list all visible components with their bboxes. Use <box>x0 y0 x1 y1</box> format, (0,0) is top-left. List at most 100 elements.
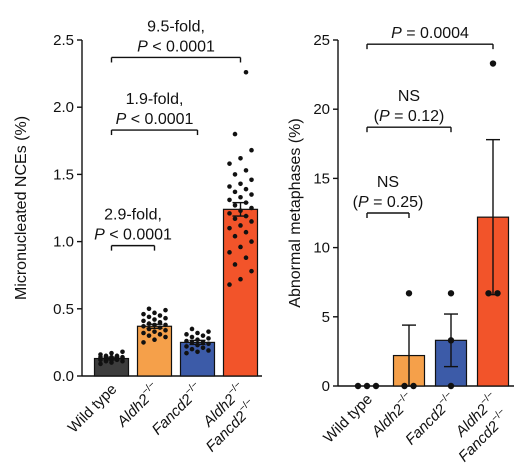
data-point <box>146 326 152 332</box>
comparison-label-line1: 1.9-fold, <box>126 91 184 108</box>
comparison-label-line2: (P = 0.25) <box>353 194 424 211</box>
data-point <box>146 333 152 338</box>
data-point <box>232 203 238 208</box>
data-point <box>489 60 497 67</box>
data-point <box>152 329 157 334</box>
data-point <box>232 189 238 195</box>
data-point <box>200 345 206 351</box>
data-point <box>243 255 249 261</box>
comparison-p-value: < 0.0001 <box>105 227 172 244</box>
bar <box>476 216 510 387</box>
category-name: Wild type <box>65 381 121 437</box>
data-point <box>189 334 195 340</box>
data-point <box>405 290 413 297</box>
data-point <box>227 197 232 203</box>
data-point <box>238 181 243 187</box>
data-point <box>232 216 238 222</box>
data-point <box>157 332 163 337</box>
comparison-p-symbol: P <box>379 108 390 125</box>
data-point <box>206 336 211 341</box>
data-point <box>195 349 200 355</box>
comparison-label-line1: 9.5-fold, <box>147 18 205 35</box>
data-point <box>232 131 238 137</box>
data-point <box>152 317 157 322</box>
data-point <box>243 186 249 192</box>
comparison-p-value: = 0.25) <box>369 194 424 211</box>
data-point <box>157 325 163 330</box>
data-point <box>195 342 200 348</box>
data-point <box>195 330 200 336</box>
comparison-paren: ( <box>374 108 380 125</box>
comparison-label-line1: NS <box>398 88 420 105</box>
data-point <box>184 338 189 344</box>
comparison-p-value: = 0.12) <box>390 108 445 125</box>
y-tick-label: 0.5 <box>53 301 74 318</box>
data-point <box>249 177 254 183</box>
data-point <box>184 350 189 356</box>
data-point <box>163 307 168 313</box>
data-point <box>227 211 232 216</box>
y-tick-label: 10 <box>313 240 330 257</box>
comparison-p-symbol: P <box>358 194 369 211</box>
data-point <box>206 341 211 347</box>
data-point <box>243 69 249 75</box>
data-point <box>184 332 189 337</box>
y-tick-label: 1.0 <box>53 234 74 251</box>
data-point <box>195 337 200 343</box>
data-point <box>157 319 163 325</box>
comparison-label-line2: P = 0.0004 <box>391 25 469 42</box>
data-point <box>232 262 238 267</box>
data-point <box>249 205 254 211</box>
category-name: Wild type <box>320 391 376 447</box>
data-point <box>243 168 249 173</box>
data-point <box>120 349 125 355</box>
data-point <box>163 328 168 333</box>
comparison-p-symbol: P <box>137 38 148 55</box>
data-point <box>141 323 146 329</box>
micronucleated-nce-chart: 0.0 0.5 1.0 1.5 2.0 2.5 Micronucleated NCEs (%… <box>13 18 262 455</box>
y-tick-label: 2.0 <box>53 99 74 116</box>
data-point <box>447 290 455 297</box>
comparison-p-symbol: P <box>116 111 127 128</box>
data-point <box>227 161 232 166</box>
data-point <box>189 340 195 345</box>
data-point <box>249 192 254 197</box>
data-point <box>141 340 146 345</box>
data-point <box>249 268 254 274</box>
data-point <box>163 315 168 321</box>
data-point <box>243 229 249 235</box>
data-point <box>227 282 232 287</box>
data-point <box>238 244 243 250</box>
data-point <box>109 354 114 360</box>
data-point <box>401 382 408 390</box>
data-point <box>249 147 254 153</box>
data-point <box>238 208 243 213</box>
comparison-label-line2: (P = 0.12) <box>374 108 445 125</box>
comparison-label-line1: 2.9-fold, <box>104 207 162 224</box>
data-point <box>157 313 163 318</box>
data-point <box>146 314 152 320</box>
data-point <box>485 290 492 297</box>
data-point <box>238 155 243 161</box>
data-point <box>410 382 417 390</box>
data-point <box>152 310 157 316</box>
comparison-p-symbol: P <box>391 25 402 42</box>
data-point <box>98 352 103 357</box>
data-point <box>120 354 125 360</box>
data-point <box>238 276 243 282</box>
data-point <box>206 329 211 334</box>
data-point <box>200 333 206 338</box>
y-tick-label: 25 <box>313 32 330 49</box>
data-point <box>447 382 455 390</box>
data-point <box>109 350 114 356</box>
data-point <box>227 184 232 189</box>
data-point <box>152 322 157 328</box>
y-tick-label: 1.5 <box>53 166 74 183</box>
data-point <box>103 353 109 359</box>
data-point <box>238 223 243 228</box>
comparison-p-value: < 0.0001 <box>126 111 193 128</box>
data-point <box>189 346 195 352</box>
data-point <box>363 382 371 390</box>
